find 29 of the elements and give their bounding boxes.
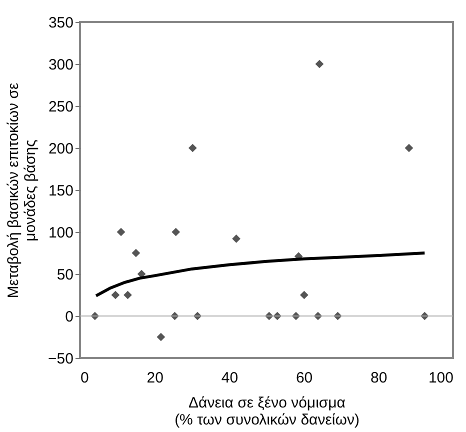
point <box>172 228 180 236</box>
point <box>111 290 120 300</box>
point <box>315 60 324 68</box>
y-tick-label: 0 <box>65 308 74 326</box>
point <box>404 144 414 152</box>
y-tick-label: 300 <box>48 56 74 74</box>
y-tick-label: 200 <box>48 140 74 158</box>
y-tick-label: 250 <box>48 98 74 116</box>
point <box>124 290 132 300</box>
x-tick-label: 40 <box>221 370 238 386</box>
x-tick-label: 100 <box>428 370 454 386</box>
y-tick-label: 150 <box>48 182 74 200</box>
line-series <box>94 252 426 298</box>
point <box>188 144 197 152</box>
x-tick-label: 0 <box>80 370 89 386</box>
x-tick-label: 20 <box>146 370 164 386</box>
point <box>132 248 140 258</box>
y-tick-label: 50 <box>56 266 74 284</box>
point <box>156 332 166 342</box>
x-tick-label: 80 <box>370 370 388 386</box>
y-axis-title: Μεταβολή βασικών επιτοκίων σε μονάδες βάσης <box>5 82 40 298</box>
x-axis-title: Δάνεια σε ξένο νόμισμα (% των συνολικών δανείων) <box>174 394 360 428</box>
point <box>232 234 240 243</box>
y-tick-label: 350 <box>48 14 74 32</box>
x-tick-label: 60 <box>296 370 313 386</box>
y-tick-label: 100 <box>48 224 74 242</box>
point <box>116 228 126 236</box>
y-tick-label: −50 <box>48 350 74 368</box>
point <box>300 290 308 300</box>
